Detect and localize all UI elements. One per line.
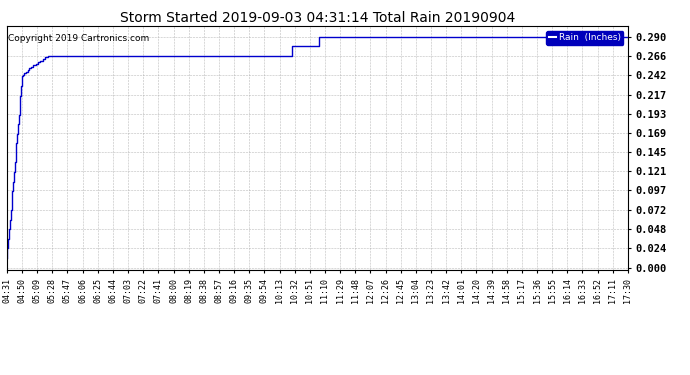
Title: Storm Started 2019-09-03 04:31:14 Total Rain 20190904: Storm Started 2019-09-03 04:31:14 Total …	[120, 11, 515, 25]
Text: Copyright 2019 Cartronics.com: Copyright 2019 Cartronics.com	[8, 34, 150, 43]
Legend: Rain  (Inches): Rain (Inches)	[546, 31, 623, 45]
